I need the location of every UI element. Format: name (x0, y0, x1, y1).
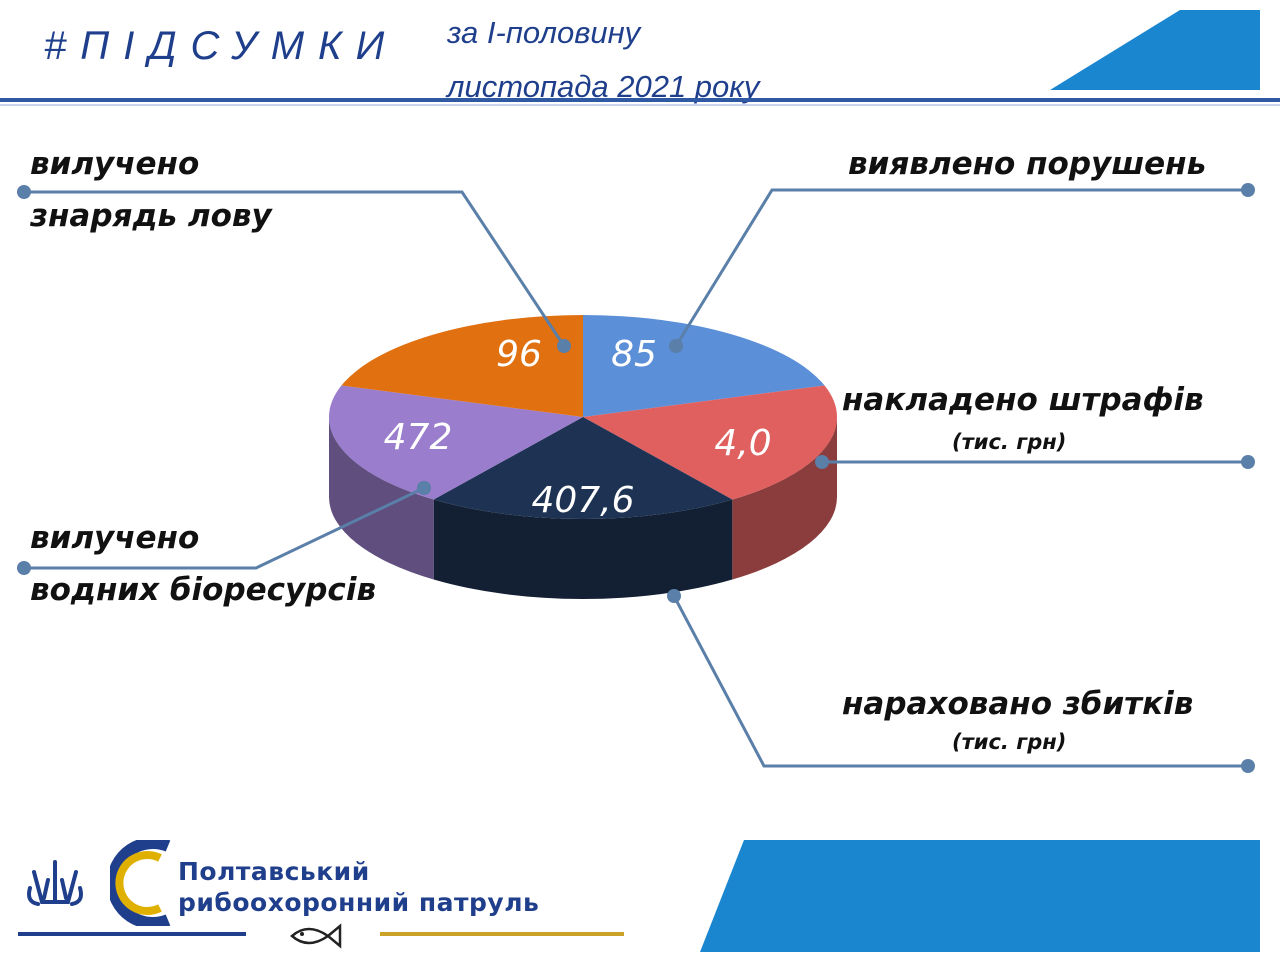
pie-slice-1 (583, 385, 837, 500)
pie-value-label-2: 407,6 (531, 480, 634, 521)
organization-name: Полтавський рибоохоронний патруль (178, 856, 539, 918)
trident-emblem-icon (27, 860, 83, 906)
pie-side-2 (433, 499, 733, 599)
leader-gear-dot-start (557, 339, 571, 353)
leader-damages (672, 595, 1248, 768)
footer-rule-blue (18, 932, 246, 936)
label-damages: нараховано збитків (842, 686, 1194, 722)
label-gear-seized: вилучено знарядь лову (30, 138, 272, 242)
pie-slice-3 (329, 385, 583, 500)
label-gear-line-2: знарядь лову (30, 198, 272, 234)
label-bio-line-2: водних біоресурсів (30, 572, 377, 608)
footer-accent-shape (700, 840, 1260, 952)
patrol-logo-icon (110, 840, 171, 926)
footer-rule-gold (380, 932, 624, 936)
leader-violations-dot-start (669, 339, 683, 353)
pie-side-3 (329, 417, 434, 580)
label-gear-line-1: вилучено (30, 146, 200, 182)
label-fines: накладено штрафів (842, 382, 1204, 418)
label-damages-unit: (тис. грн) (952, 730, 1067, 754)
pie-value-label-4: 96 (496, 334, 542, 375)
leader-gear-dot-end (17, 185, 31, 199)
label-fines-unit: (тис. грн) (952, 430, 1067, 454)
pie-value-label-1: 4,0 (714, 423, 771, 464)
page-hashtag-title: #ПІДСУМКИ (44, 24, 399, 68)
pie-side-1 (732, 417, 837, 580)
pie-slice-4 (341, 315, 583, 417)
leader-damages-dot-start (667, 589, 681, 603)
fish-icon (290, 923, 342, 949)
subtitle-line-1: за І-половину (447, 15, 641, 50)
pie-slice-2 (433, 417, 733, 519)
leader-bioresources (24, 486, 425, 570)
leader-bioresources-dot-end (17, 561, 31, 575)
header-divider-shadow (0, 104, 1280, 106)
leader-fines-dot-start (815, 455, 829, 469)
label-violations: виявлено порушень (848, 146, 1207, 182)
leader-violations-dot-end (1241, 183, 1255, 197)
label-bioresources: вилучено водних біоресурсів (30, 512, 376, 616)
org-name-line-2: рибоохоронний патруль (178, 888, 540, 917)
label-bio-line-1: вилучено (30, 520, 200, 556)
header-divider (0, 98, 1280, 102)
pie-value-label-3: 472 (384, 417, 453, 458)
leader-fines-dot-end (1241, 455, 1255, 469)
pie-slice-0 (583, 315, 825, 417)
org-name-line-1: Полтавський (178, 857, 370, 886)
leader-violations (674, 188, 1248, 347)
leader-gear (24, 190, 566, 347)
leader-damages-dot-end (1241, 759, 1255, 773)
pie-value-label-0: 85 (611, 334, 657, 375)
leader-bioresources-dot-start (417, 481, 431, 495)
header-accent-shape (1050, 10, 1260, 90)
